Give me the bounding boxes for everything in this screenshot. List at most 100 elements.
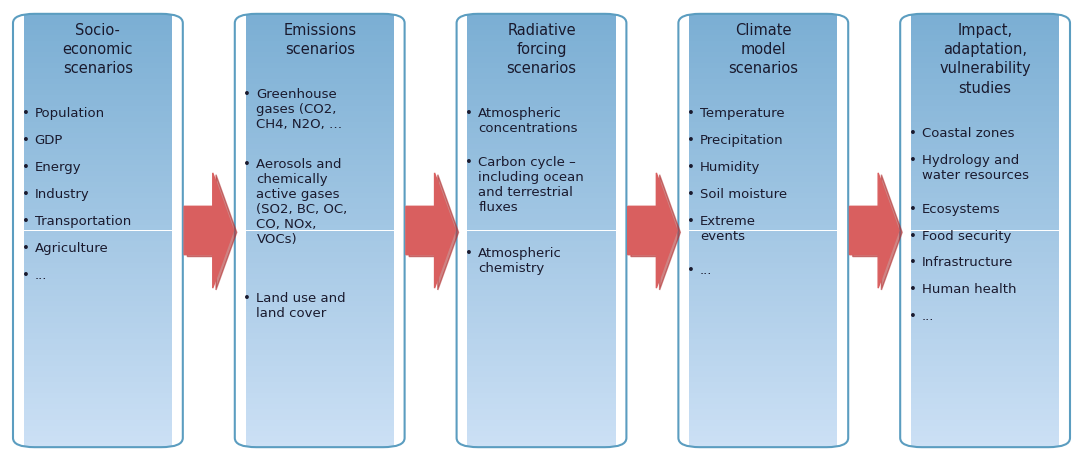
- Bar: [468, 307, 615, 312]
- Bar: [468, 420, 615, 426]
- Bar: [24, 393, 172, 398]
- Bar: [246, 290, 394, 296]
- Bar: [246, 41, 394, 47]
- Bar: [24, 41, 172, 47]
- Bar: [911, 398, 1059, 404]
- Bar: [911, 220, 1059, 225]
- Bar: [246, 100, 394, 106]
- Text: •: •: [244, 292, 251, 305]
- Bar: [689, 236, 837, 242]
- Bar: [24, 100, 172, 106]
- Bar: [689, 225, 837, 230]
- Bar: [24, 236, 172, 242]
- Bar: [689, 268, 837, 274]
- Bar: [689, 52, 837, 57]
- Bar: [468, 84, 615, 90]
- Bar: [468, 171, 615, 177]
- Bar: [246, 193, 394, 198]
- Bar: [24, 47, 172, 52]
- Bar: [24, 372, 172, 377]
- Bar: [24, 214, 172, 220]
- Bar: [24, 155, 172, 160]
- Bar: [246, 420, 394, 426]
- Bar: [689, 193, 837, 198]
- Polygon shape: [852, 175, 902, 290]
- Bar: [689, 290, 837, 296]
- Bar: [24, 128, 172, 133]
- Text: Aerosols and
chemically
active gases
(SO2, BC, OC,
CO, NOx,
VOCs): Aerosols and chemically active gases (SO…: [257, 158, 348, 246]
- Bar: [911, 388, 1059, 393]
- Bar: [246, 133, 394, 138]
- Bar: [911, 35, 1059, 41]
- Bar: [468, 19, 615, 24]
- Bar: [689, 301, 837, 306]
- Bar: [24, 431, 172, 436]
- Bar: [911, 344, 1059, 350]
- Bar: [911, 333, 1059, 339]
- Text: •: •: [466, 107, 473, 120]
- Bar: [468, 388, 615, 393]
- Bar: [468, 258, 615, 263]
- Bar: [911, 95, 1059, 100]
- Bar: [911, 404, 1059, 409]
- Bar: [911, 426, 1059, 431]
- Bar: [468, 333, 615, 339]
- Text: •: •: [687, 215, 695, 228]
- Bar: [689, 344, 837, 350]
- Bar: [911, 193, 1059, 198]
- Bar: [246, 344, 394, 350]
- Bar: [911, 420, 1059, 426]
- Bar: [911, 79, 1059, 84]
- Bar: [911, 301, 1059, 306]
- Bar: [911, 122, 1059, 128]
- Bar: [911, 317, 1059, 323]
- Bar: [24, 203, 172, 209]
- Bar: [689, 393, 837, 398]
- Bar: [689, 312, 837, 317]
- Bar: [689, 198, 837, 203]
- Bar: [468, 230, 615, 236]
- Bar: [689, 144, 837, 149]
- Bar: [689, 165, 837, 171]
- Bar: [468, 274, 615, 279]
- Bar: [911, 296, 1059, 301]
- Bar: [911, 247, 1059, 252]
- Bar: [246, 247, 394, 252]
- Bar: [468, 52, 615, 57]
- Bar: [911, 128, 1059, 133]
- Bar: [246, 317, 394, 323]
- Bar: [911, 155, 1059, 160]
- Bar: [24, 268, 172, 274]
- Bar: [24, 323, 172, 328]
- Bar: [468, 409, 615, 415]
- Bar: [24, 182, 172, 187]
- Bar: [468, 398, 615, 404]
- Bar: [24, 333, 172, 339]
- Text: Climate
model
scenarios: Climate model scenarios: [728, 23, 798, 77]
- Bar: [911, 47, 1059, 52]
- Bar: [246, 117, 394, 122]
- Bar: [246, 111, 394, 117]
- Bar: [911, 176, 1059, 182]
- Bar: [689, 323, 837, 328]
- Bar: [24, 361, 172, 366]
- Bar: [246, 171, 394, 177]
- Text: Atmospheric
concentrations: Atmospheric concentrations: [479, 107, 577, 136]
- Text: •: •: [687, 189, 695, 201]
- Bar: [246, 355, 394, 361]
- Bar: [24, 144, 172, 149]
- Bar: [246, 263, 394, 268]
- Bar: [689, 209, 837, 214]
- Bar: [689, 307, 837, 312]
- Bar: [911, 165, 1059, 171]
- Bar: [911, 24, 1059, 30]
- Bar: [911, 393, 1059, 398]
- Bar: [24, 263, 172, 268]
- Bar: [24, 230, 172, 236]
- Bar: [24, 274, 172, 279]
- Bar: [246, 35, 394, 41]
- Bar: [911, 409, 1059, 415]
- Bar: [24, 377, 172, 382]
- Bar: [911, 230, 1059, 236]
- Bar: [911, 214, 1059, 220]
